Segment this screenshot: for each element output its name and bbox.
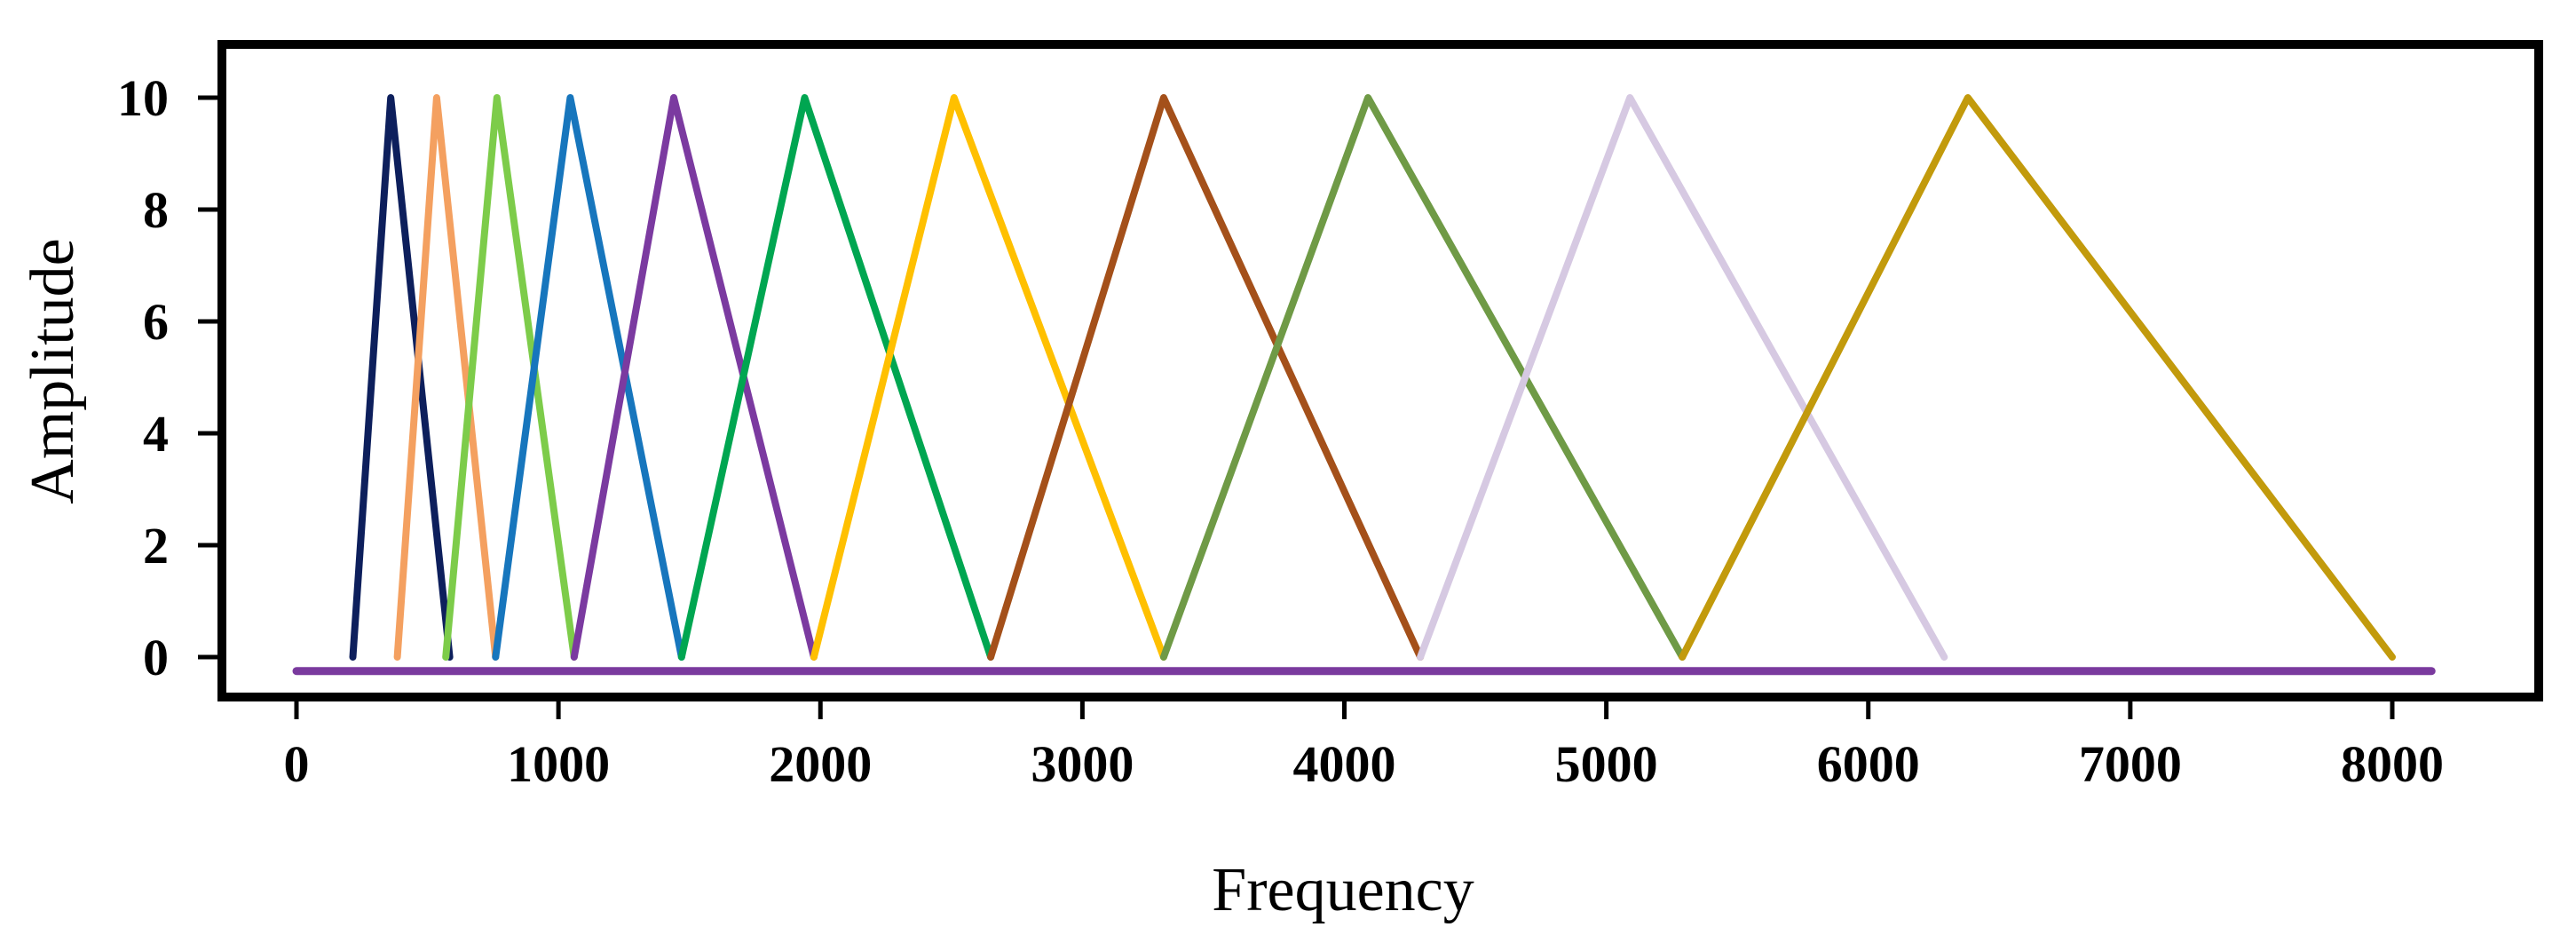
x-tick-label-7000: 7000 — [2079, 735, 2182, 793]
series-filter-6 — [677, 94, 995, 661]
x-tick-label-0: 0 — [284, 735, 310, 793]
y-tick-label-8: 8 — [143, 181, 169, 239]
series-filter-3 — [442, 94, 578, 661]
y-tick-label-6: 6 — [143, 293, 169, 351]
plot-frame — [217, 40, 2543, 701]
series-filter-5 — [570, 94, 818, 661]
series-filter-4 — [492, 94, 685, 661]
x-tick-label-4000: 4000 — [1293, 735, 1396, 793]
series-filter-10 — [1417, 94, 1948, 661]
y-tick-label-2: 2 — [143, 517, 169, 575]
y-axis: 0 2 4 6 8 10 — [117, 69, 222, 686]
series-filter-1 — [349, 94, 454, 661]
series-layer — [349, 94, 2396, 661]
y-tick-label-4: 4 — [143, 405, 169, 463]
x-tick-label-3000: 3000 — [1031, 735, 1134, 793]
x-tick-label-5000: 5000 — [1555, 735, 1658, 793]
series-filter-11 — [1679, 94, 2396, 661]
y-axis-title: Amplitude — [19, 238, 87, 503]
x-tick-label-2000: 2000 — [769, 735, 872, 793]
y-tick-label-0: 0 — [143, 629, 169, 686]
y-tick-label-10: 10 — [117, 69, 169, 127]
series-filter-2 — [393, 94, 500, 661]
series-filter-9 — [1159, 94, 1687, 661]
x-tick-label-1000: 1000 — [507, 735, 610, 793]
x-tick-label-8000: 8000 — [2341, 735, 2444, 793]
x-axis: 0 1000 2000 3000 4000 5000 6000 7000 8000 — [284, 697, 2444, 793]
x-tick-label-6000: 6000 — [1817, 735, 1920, 793]
series-filter-7 — [810, 94, 1167, 661]
x-axis-title: Frequency — [1212, 856, 1474, 924]
series-filter-8 — [987, 94, 1425, 661]
